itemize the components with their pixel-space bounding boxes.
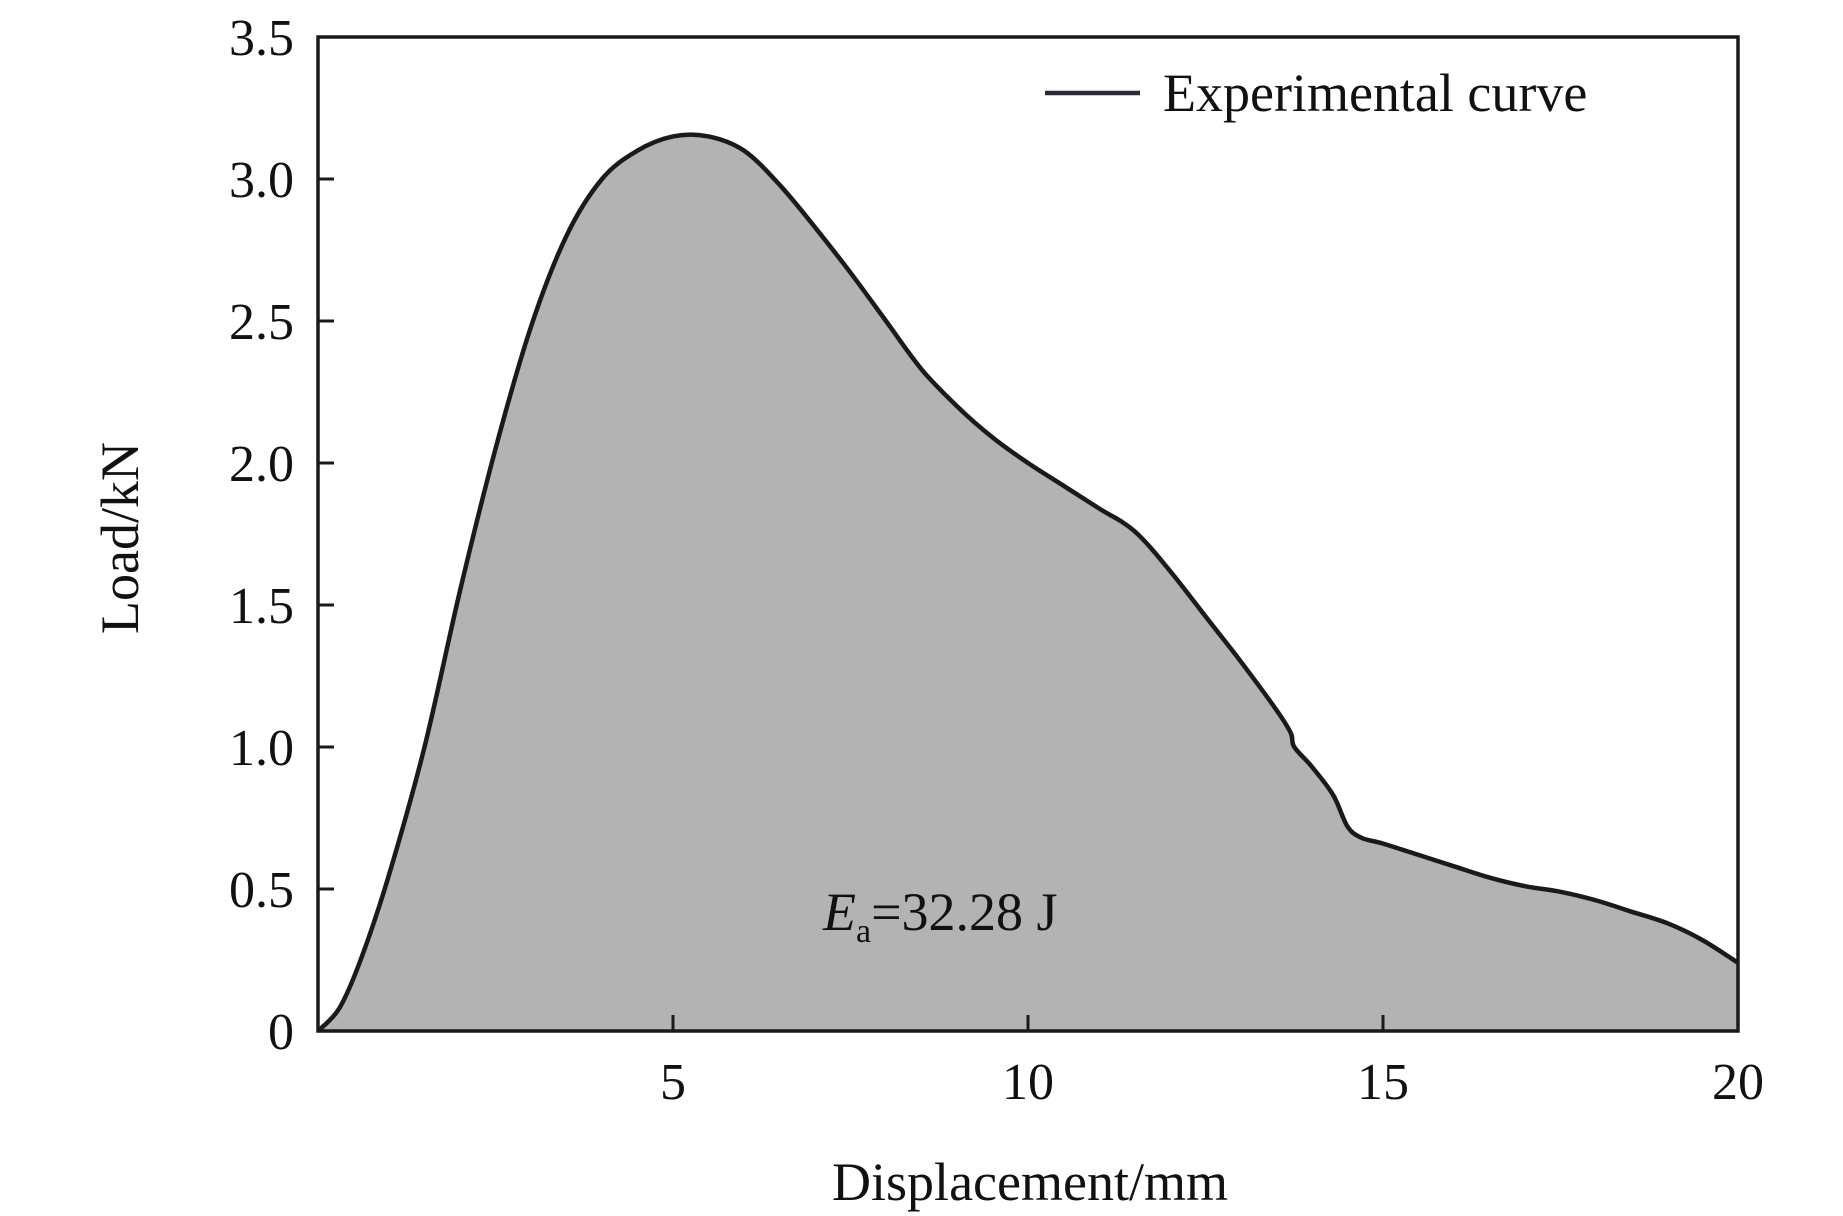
x-axis-ticks: 5 10 15 20	[660, 1015, 1764, 1111]
y-tick-label: 3.5	[229, 10, 294, 67]
y-tick-label: 2.0	[229, 436, 294, 493]
y-axis-title: Load/kN	[90, 442, 150, 634]
energy-subscript: a	[856, 913, 871, 950]
x-axis-title: Displacement/mm	[832, 1152, 1228, 1212]
area-fill	[318, 134, 1738, 1032]
y-tick-label: 0	[268, 1004, 294, 1061]
experimental-curve-line	[316, 132, 1740, 1033]
x-tick-label: 20	[1712, 1054, 1764, 1111]
energy-annotation: Ea=32.28 J	[822, 882, 1058, 950]
x-tick-label: 15	[1357, 1054, 1409, 1111]
energy-symbol: E	[822, 882, 856, 942]
y-axis-ticks: 0 0.5 1.0 1.5 2.0 2.5 3.0 3.5	[229, 10, 334, 1061]
x-tick-label: 5	[660, 1054, 686, 1111]
y-tick-label: 2.5	[229, 294, 294, 351]
legend-label: Experimental curve	[1163, 63, 1587, 123]
y-tick-label: 3.0	[229, 152, 294, 209]
y-tick-label: 1.5	[229, 578, 294, 635]
energy-value: =32.28 J	[871, 882, 1057, 942]
legend: Experimental curve	[1045, 63, 1587, 123]
y-tick-label: 1.0	[229, 720, 294, 777]
y-tick-label: 0.5	[229, 862, 294, 919]
x-tick-label: 10	[1002, 1054, 1054, 1111]
